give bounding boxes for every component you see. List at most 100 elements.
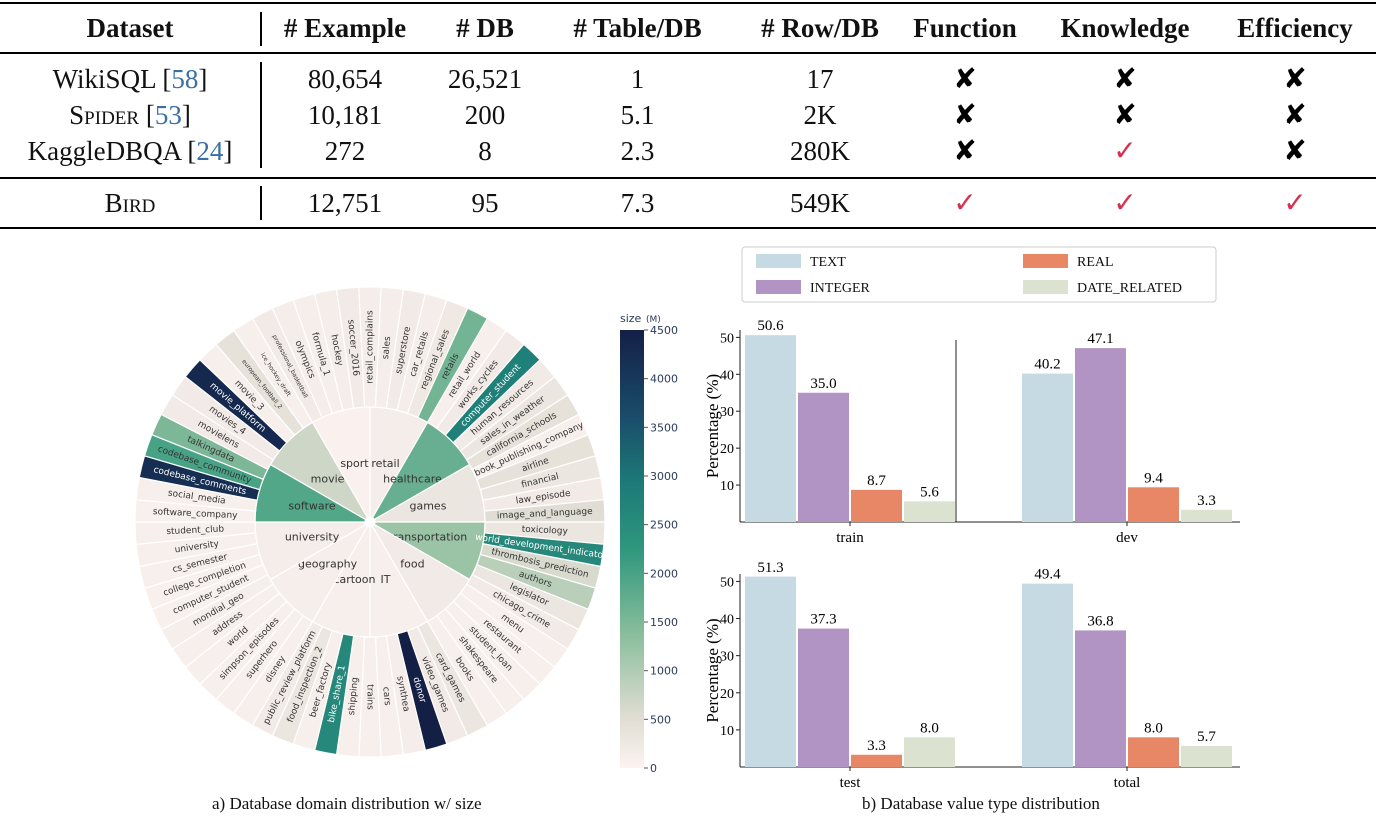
inner-segment: software	[254, 463, 367, 523]
colorbar-title: size	[620, 312, 642, 325]
table-cell: 12,751	[307, 188, 383, 218]
header-knowledge: Knowledge	[1060, 13, 1190, 43]
header-table-per-db: # Table/DB	[573, 13, 702, 43]
header-function: Function	[913, 13, 1017, 43]
bar-integer	[1075, 348, 1126, 522]
cross-icon: ✘	[1113, 98, 1137, 131]
colorbar-tick-label: 4500	[650, 324, 678, 337]
legend-swatch	[1023, 254, 1068, 268]
outer-segment: university	[135, 532, 258, 568]
outer-segment: address	[171, 583, 281, 669]
outer-segment: student_club	[134, 521, 257, 545]
outer-label: sales	[381, 336, 393, 360]
table-top-rule	[0, 2, 1376, 4]
inner-label: games	[409, 499, 446, 512]
citation-link[interactable]: 53	[154, 100, 182, 130]
legend-label: DATE_RELATED	[1077, 281, 1182, 296]
bar-value-label: 3.3	[867, 738, 886, 754]
inner-label: sport	[340, 457, 369, 470]
table-cell: 7.3	[620, 188, 655, 218]
inner-label: university	[285, 531, 340, 544]
table-cell: 8	[478, 136, 492, 166]
bar-panel: 10 20 30 40 50 Percentage (%) 50.6 35.0 8.7 5.6 tr…	[703, 318, 1240, 546]
y-axis-label: Percentage (%)	[703, 374, 722, 478]
table-cell: 280K	[790, 136, 850, 166]
outer-label: image_and_language	[497, 507, 594, 522]
colorbar-tick-label: 3500	[650, 421, 678, 434]
y-tick-label: 30	[720, 405, 734, 420]
bar-panel: 10 20 30 40 50 Percentage (%) 51.3 37.3 3.3 8.0 te…	[703, 560, 1240, 791]
caption-b: b) Database value type distribution	[862, 794, 1100, 813]
outer-segment: law_episode	[482, 476, 605, 512]
table-cell: 17	[806, 64, 834, 94]
outer-label: shipping	[347, 677, 361, 716]
inner-label: cartoon	[333, 573, 375, 586]
citation-link[interactable]: 58	[171, 64, 199, 94]
y-axis-label: Percentage (%)	[703, 618, 722, 722]
bar-real	[1128, 737, 1179, 767]
y-tick-label: 10	[720, 724, 734, 739]
bar-integer	[798, 628, 849, 767]
inner-segment: retail	[369, 406, 429, 519]
dataset-name-cell: Bird	[10, 186, 250, 220]
header-example: # Example	[283, 13, 407, 43]
bar-value-label: 5.7	[1197, 729, 1216, 745]
x-tick-label: test	[840, 775, 862, 791]
header-dataset: Dataset	[86, 13, 174, 43]
header-efficiency: Efficiency	[1237, 13, 1353, 43]
bar-integer	[798, 392, 849, 522]
x-tick-label: total	[1114, 775, 1141, 791]
legend-label: INTEGER	[810, 281, 871, 296]
y-tick-label: 30	[720, 650, 734, 665]
cross-icon: ✘	[953, 134, 977, 167]
header-row-per-db: # Row/DB	[761, 13, 879, 43]
outer-label: software_company	[153, 507, 239, 521]
bar-value-label: 35.0	[810, 376, 836, 392]
cross-icon: ✘	[1113, 62, 1137, 95]
check-icon: ✓	[1113, 186, 1137, 219]
y-tick-label: 40	[720, 613, 734, 628]
dataset-name: WikiSQL	[52, 64, 156, 94]
inner-label: movie	[311, 473, 345, 486]
bar-real	[1128, 487, 1179, 522]
bar-value-label: 8.0	[1144, 720, 1163, 736]
colorbar-tick-label: 1000	[650, 665, 678, 678]
bar-text	[1022, 373, 1073, 522]
y-tick-label: 50	[720, 575, 734, 590]
cross-icon: ✘	[953, 62, 977, 95]
bar-value-label: 3.3	[1197, 493, 1216, 509]
table-cell: 5.1	[620, 100, 655, 130]
outer-label: cars	[380, 686, 392, 706]
dataset-name-cell: WikiSQL [58]	[52, 64, 208, 94]
colorbar-tick-label: 500	[650, 713, 671, 726]
inner-segment: transportation	[373, 521, 486, 581]
bar-value-label: 36.8	[1087, 613, 1113, 629]
table-cell: 549K	[790, 188, 850, 218]
inner-label: healthcare	[383, 473, 442, 486]
caption-a: a) Database domain distribution w/ size	[212, 794, 482, 813]
outer-label: trains	[365, 684, 375, 710]
cross-icon: ✘	[953, 98, 977, 131]
inner-label: food	[400, 557, 424, 570]
outer-label: toxicology	[522, 525, 569, 537]
bar-text	[745, 335, 796, 522]
legend-label: TEXT	[810, 255, 846, 270]
dataset-name-cell: Spider [53]	[69, 100, 191, 130]
bar-real	[851, 489, 902, 522]
outer-segment: shipping	[335, 635, 366, 758]
chart-legend: TEXT REAL INTEGER DATE_RELATED	[741, 246, 1217, 303]
colorbar-tick-label: 3000	[650, 470, 678, 483]
table-bottom-rule	[0, 227, 1376, 229]
bar-value-label: 8.0	[920, 720, 939, 736]
check-icon: ✓	[953, 186, 977, 219]
legend-label: REAL	[1077, 255, 1114, 270]
table-column-separator	[260, 186, 262, 220]
dataset-name: Bird	[104, 188, 156, 218]
bar-integer	[1075, 630, 1126, 767]
inner-label: retail	[371, 457, 399, 470]
citation-link[interactable]: 24	[196, 136, 224, 166]
colorbar-tick-label: 2000	[650, 567, 678, 580]
bar-date-related	[904, 737, 955, 767]
dataset-name-cell: KaggleDBQA [24]	[27, 136, 233, 166]
bar-value-label: 51.3	[757, 560, 783, 576]
